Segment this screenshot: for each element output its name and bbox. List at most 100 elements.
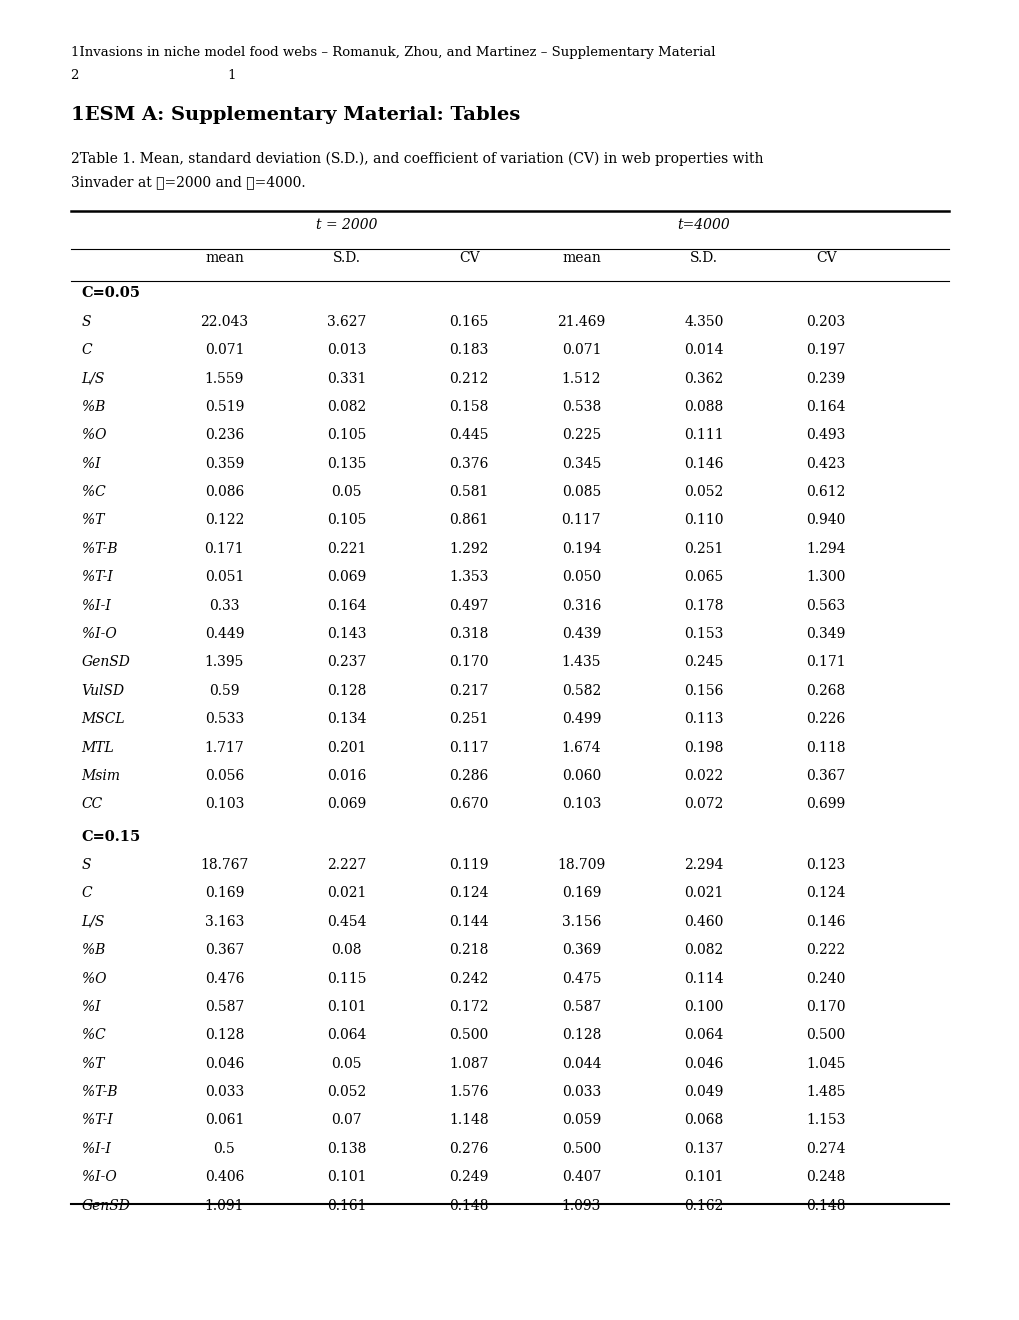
Text: 0.064: 0.064 (684, 1028, 722, 1043)
Text: GenSD: GenSD (82, 655, 130, 669)
Text: 0.236: 0.236 (205, 428, 244, 442)
Text: 0.249: 0.249 (449, 1170, 488, 1184)
Text: 0.225: 0.225 (561, 428, 600, 442)
Text: 0.137: 0.137 (684, 1142, 722, 1156)
Text: 0.046: 0.046 (684, 1056, 722, 1071)
Text: 0.439: 0.439 (561, 627, 600, 642)
Text: 0.239: 0.239 (806, 371, 845, 385)
Text: 21.469: 21.469 (556, 314, 605, 329)
Text: 0.274: 0.274 (806, 1142, 845, 1156)
Text: 2.227: 2.227 (327, 858, 366, 873)
Text: 0.124: 0.124 (806, 886, 845, 900)
Text: 0.101: 0.101 (684, 1170, 722, 1184)
Text: 0.59: 0.59 (209, 684, 239, 698)
Text: 0.475: 0.475 (561, 972, 600, 986)
Text: 0.406: 0.406 (205, 1170, 244, 1184)
Text: 0.164: 0.164 (327, 598, 366, 612)
Text: 0.221: 0.221 (327, 541, 366, 556)
Text: 0.146: 0.146 (806, 915, 845, 929)
Text: 0.171: 0.171 (205, 541, 244, 556)
Text: 0.05: 0.05 (331, 484, 362, 499)
Text: 0.345: 0.345 (561, 457, 600, 471)
Text: %O: %O (82, 428, 106, 442)
Text: 0.105: 0.105 (327, 428, 366, 442)
Text: 1.435: 1.435 (561, 655, 600, 669)
Text: mean: mean (561, 251, 600, 265)
Text: 1.559: 1.559 (205, 371, 244, 385)
Text: 1.395: 1.395 (205, 655, 244, 669)
Text: 0.194: 0.194 (561, 541, 600, 556)
Text: %T-I: %T-I (82, 570, 112, 585)
Text: 0.286: 0.286 (449, 768, 488, 783)
Text: 1.674: 1.674 (561, 741, 600, 755)
Text: %T-B: %T-B (82, 1085, 117, 1100)
Text: 0.021: 0.021 (684, 886, 722, 900)
Text: 0.245: 0.245 (684, 655, 722, 669)
Text: 0.169: 0.169 (561, 886, 600, 900)
Text: Msim: Msim (82, 768, 120, 783)
Text: 0.251: 0.251 (684, 541, 722, 556)
Text: 0.014: 0.014 (684, 343, 722, 358)
Text: 0.423: 0.423 (806, 457, 845, 471)
Text: 0.203: 0.203 (806, 314, 845, 329)
Text: 1.091: 1.091 (205, 1199, 244, 1213)
Text: 0.198: 0.198 (684, 741, 722, 755)
Text: 0.071: 0.071 (561, 343, 600, 358)
Text: 0.052: 0.052 (327, 1085, 366, 1100)
Text: S: S (82, 314, 91, 329)
Text: 1.045: 1.045 (806, 1056, 845, 1071)
Text: 0.117: 0.117 (561, 513, 600, 528)
Text: 0.056: 0.056 (205, 768, 244, 783)
Text: C=0.05: C=0.05 (82, 286, 141, 301)
Text: 0.449: 0.449 (205, 627, 244, 642)
Text: 0.581: 0.581 (449, 484, 488, 499)
Text: 1.353: 1.353 (449, 570, 488, 585)
Text: 1.512: 1.512 (561, 371, 600, 385)
Text: 0.331: 0.331 (327, 371, 366, 385)
Text: 0.170: 0.170 (806, 999, 845, 1014)
Text: 0.248: 0.248 (806, 1170, 845, 1184)
Text: 0.022: 0.022 (684, 768, 722, 783)
Text: 0.033: 0.033 (561, 1085, 600, 1100)
Text: 0.533: 0.533 (205, 711, 244, 726)
Text: 0.165: 0.165 (449, 314, 488, 329)
Text: 0.071: 0.071 (205, 343, 244, 358)
Text: 1.485: 1.485 (806, 1085, 845, 1100)
Text: 0.367: 0.367 (806, 768, 845, 783)
Text: 3.627: 3.627 (327, 314, 366, 329)
Text: %I-I: %I-I (82, 1142, 110, 1156)
Text: 0.086: 0.086 (205, 484, 244, 499)
Text: 0.082: 0.082 (327, 400, 366, 414)
Text: 0.103: 0.103 (205, 797, 244, 812)
Text: %I-O: %I-O (82, 1170, 116, 1184)
Text: %I: %I (82, 999, 100, 1014)
Text: 0.049: 0.049 (684, 1085, 722, 1100)
Text: t=4000: t=4000 (677, 218, 730, 232)
Text: %B: %B (82, 942, 105, 957)
Text: L/S: L/S (82, 371, 105, 385)
Text: 0.128: 0.128 (327, 684, 366, 698)
Text: 0.222: 0.222 (806, 942, 845, 957)
Text: 0.369: 0.369 (561, 942, 600, 957)
Text: 0.699: 0.699 (806, 797, 845, 812)
Text: 0.117: 0.117 (449, 741, 488, 755)
Text: 1ESM A: Supplementary Material: Tables: 1ESM A: Supplementary Material: Tables (71, 106, 520, 124)
Text: 0.240: 0.240 (806, 972, 845, 986)
Text: 0.212: 0.212 (449, 371, 488, 385)
Text: 0.069: 0.069 (327, 797, 366, 812)
Text: %C: %C (82, 1028, 105, 1043)
Text: 18.767: 18.767 (200, 858, 249, 873)
Text: C=0.15: C=0.15 (82, 829, 141, 843)
Text: 18.709: 18.709 (556, 858, 605, 873)
Text: 0.060: 0.060 (561, 768, 600, 783)
Text: 1.292: 1.292 (449, 541, 488, 556)
Text: 0.082: 0.082 (684, 942, 722, 957)
Text: 0.362: 0.362 (684, 371, 722, 385)
Text: 0.170: 0.170 (449, 655, 488, 669)
Text: t = 2000: t = 2000 (316, 218, 377, 232)
Text: 1.153: 1.153 (806, 1113, 845, 1127)
Text: 0.123: 0.123 (806, 858, 845, 873)
Text: 0.276: 0.276 (449, 1142, 488, 1156)
Text: 0.612: 0.612 (806, 484, 845, 499)
Text: 0.021: 0.021 (327, 886, 366, 900)
